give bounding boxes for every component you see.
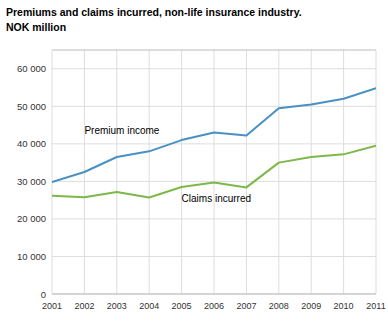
title: Premiums and claims incurred, non-life i…	[6, 6, 302, 18]
x-grid-line	[343, 50, 344, 294]
series-line	[52, 146, 376, 198]
x-grid-line	[246, 50, 247, 294]
series-labels: Premium income Claims incurred	[84, 125, 251, 204]
x-tick-label: 2011	[366, 301, 385, 311]
series-group	[52, 88, 376, 197]
series-line	[52, 88, 376, 182]
chart-container: Premiums and claims incurred, non-life i…	[0, 0, 388, 322]
plot-frame-top	[52, 50, 376, 51]
x-grid-line	[52, 50, 53, 294]
x-grid-line	[116, 50, 117, 294]
y-tick-label: 50 000	[17, 101, 46, 112]
x-grid-line	[181, 50, 182, 294]
x-grid-line	[278, 50, 279, 294]
x-grid-line	[149, 50, 150, 294]
y-tick-label: 60 000	[17, 63, 46, 74]
y-tick-label: 10 000	[17, 251, 46, 262]
x-tick-label: 2001	[42, 301, 62, 311]
subtitle: NOK million	[6, 21, 66, 33]
grid	[52, 50, 376, 294]
y-tick-label: 30 000	[17, 176, 46, 187]
y-tick-label: 0	[41, 289, 46, 300]
x-tick-label: 2008	[269, 301, 289, 311]
x-tick-label: 2010	[334, 301, 354, 311]
x-tick-label: 2006	[204, 301, 224, 311]
y-tick-label: 40 000	[17, 138, 46, 149]
y-tick-label: 20 000	[17, 213, 46, 224]
x-tick-label: 2005	[172, 301, 192, 311]
x-tick-label: 2003	[107, 301, 127, 311]
x-axis-line	[52, 294, 376, 295]
series-label: Claims incurred	[182, 193, 251, 204]
x-tick-label: 2002	[74, 301, 94, 311]
chart: Premiums and claims incurred, non-life i…	[0, 0, 388, 322]
x-tick-label: 2009	[301, 301, 321, 311]
y-grid-line	[52, 294, 376, 295]
x-tick-label: 2007	[236, 301, 256, 311]
x-grid-line	[311, 50, 312, 294]
x-grid-line	[214, 50, 215, 294]
axes: 0 10 000 20 000 30 000 40 000 50 000 60 000 200…	[17, 50, 386, 311]
x-grid-line	[376, 50, 377, 294]
x-tick-label: 2004	[139, 301, 159, 311]
series-label: Premium income	[84, 125, 159, 136]
